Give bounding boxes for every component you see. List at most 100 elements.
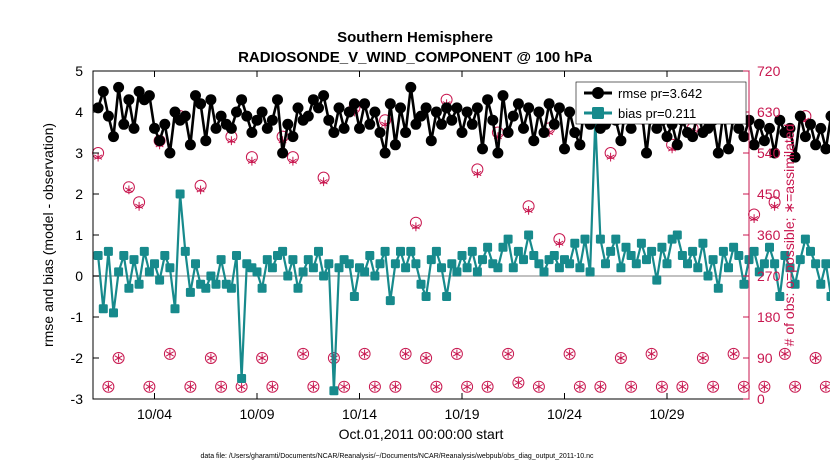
obs-assimilated-point	[729, 349, 738, 359]
obs-assimilated-point	[770, 201, 779, 211]
bias-point	[575, 263, 585, 273]
rmse-point	[784, 122, 796, 134]
bias-point	[380, 246, 390, 256]
obs-possible-point	[645, 347, 658, 360]
rmse-point	[359, 98, 371, 110]
obs-assimilated-point	[309, 382, 318, 392]
y-right-tick-label: 360	[757, 227, 781, 243]
obs-assimilated-point	[452, 349, 461, 359]
bias-point	[662, 259, 672, 269]
bias-point	[457, 251, 467, 260]
bias-point	[329, 386, 339, 396]
rmse-point	[302, 110, 314, 122]
bias-point	[437, 263, 446, 273]
bias-point	[124, 283, 134, 293]
obs-possible-point	[655, 380, 668, 393]
rmse-point	[395, 102, 406, 114]
obs-assimilated-point	[514, 378, 523, 387]
rmse-point	[425, 135, 437, 147]
rmse-point	[810, 139, 822, 151]
bias-point	[642, 255, 651, 265]
obs-possible-point	[399, 347, 412, 360]
obs-assimilated-point	[237, 382, 246, 392]
bias-point	[754, 267, 764, 277]
bias-point	[160, 251, 170, 260]
obs-assimilated-point	[360, 349, 369, 359]
obs-assimilated-point	[780, 349, 789, 359]
y-tick-label: 4	[75, 104, 83, 120]
bias-point	[114, 267, 124, 277]
rmse-point	[251, 114, 263, 126]
bias-point	[396, 246, 405, 256]
obs-assimilated-point	[401, 349, 410, 359]
obs-assimilated-point	[483, 382, 492, 392]
bias-point	[216, 255, 226, 265]
obs-possible-point	[430, 380, 443, 393]
y-tick-label: -3	[71, 391, 84, 407]
rmse-point	[97, 86, 109, 97]
obs-possible-point	[307, 380, 320, 393]
obs-assimilated-point	[206, 353, 215, 363]
rmse-point	[118, 118, 130, 130]
x-tick-label: 10/24	[547, 406, 582, 422]
obs-possible-point	[184, 380, 197, 393]
x-axis-label: Oct.01,2011 00:00:00 start	[339, 426, 504, 442]
bias-point	[585, 267, 595, 277]
y-right-tick-label: 450	[757, 186, 781, 202]
bias-point	[611, 234, 621, 244]
rmse-point	[354, 122, 365, 134]
obs-possible-point	[143, 380, 156, 393]
rmse-point	[369, 106, 381, 118]
rmse-point	[287, 131, 299, 143]
obs-assimilated-point	[606, 152, 615, 162]
rmse-point	[825, 110, 830, 122]
obs-assimilated-point	[391, 382, 400, 392]
rmse-point	[625, 122, 637, 134]
bias-point	[180, 246, 190, 256]
y-tick-label: 2	[75, 186, 83, 202]
obs-possible-point	[450, 347, 463, 360]
rmse-point	[487, 114, 499, 126]
chart-title: Southern Hemisphere	[337, 29, 493, 46]
obs-possible-point	[102, 380, 115, 393]
rmse-point	[143, 90, 155, 102]
rmse-point	[318, 90, 330, 102]
obs-possible-point	[215, 380, 228, 393]
obs-possible-point	[502, 347, 515, 360]
y-right-tick-label: 90	[757, 350, 773, 366]
bias-point	[150, 259, 159, 269]
bias-point	[206, 271, 216, 281]
bias-point	[554, 263, 564, 273]
rmse-point	[820, 143, 830, 155]
bias-point	[672, 230, 682, 240]
bias-point	[513, 246, 523, 256]
obs-assimilated-point	[575, 382, 584, 392]
rmse-point	[789, 151, 801, 163]
rmse-point	[149, 122, 160, 134]
obs-possible-point	[338, 380, 351, 393]
rmse-point	[195, 98, 207, 110]
bias-point	[431, 246, 441, 256]
rmse-point	[215, 110, 227, 122]
bias-point	[349, 292, 359, 301]
rmse-point	[512, 98, 524, 110]
rmse-point	[615, 135, 627, 147]
rmse-point	[374, 127, 386, 138]
rmse-point	[333, 102, 345, 114]
obs-assimilated-point	[104, 382, 113, 392]
rmse-point	[548, 118, 560, 130]
bias-point	[144, 267, 154, 277]
obs-assimilated-point	[627, 382, 636, 392]
legend: rmse pr=3.642 bias pr=0.211	[575, 81, 747, 125]
rmse-point	[733, 122, 745, 134]
x-tick-label: 10/29	[649, 406, 684, 422]
axes-layer: -3-2-101234509018027036045054063072010/0…	[71, 63, 781, 422]
bias-point	[775, 292, 785, 301]
bias-point	[365, 251, 375, 260]
bias-point	[729, 242, 739, 252]
obs-possible-point	[204, 352, 217, 364]
rmse-point	[794, 110, 806, 122]
bias-point	[211, 279, 221, 289]
obs-possible-point	[676, 380, 689, 393]
